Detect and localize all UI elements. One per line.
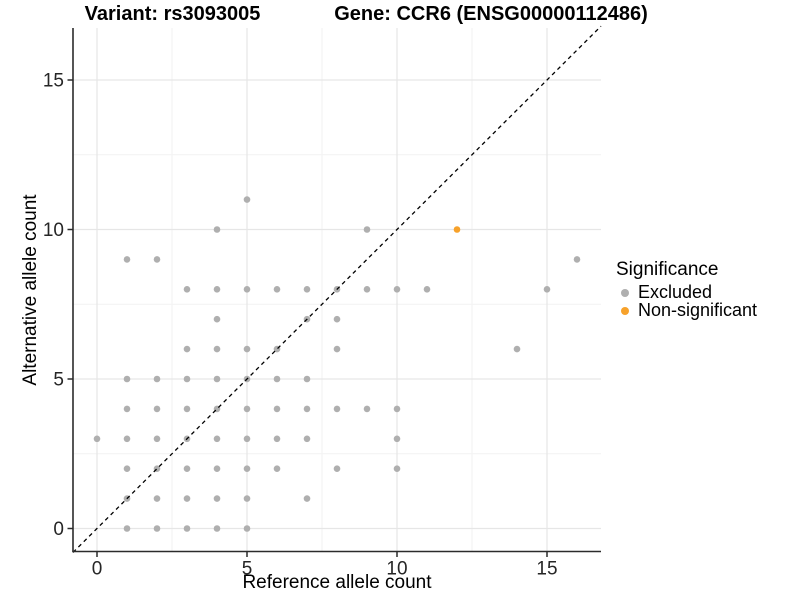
data-point (363, 405, 371, 413)
data-point (93, 435, 101, 443)
data-point (423, 286, 431, 293)
data-point (333, 345, 341, 353)
data-point (303, 405, 311, 413)
data-point (303, 495, 311, 502)
data-point (213, 226, 221, 233)
data-point (243, 435, 251, 443)
series-excluded (93, 196, 581, 532)
minor-gridlines (73, 28, 601, 552)
variant-title: Variant: rs3093005 (84, 3, 261, 25)
svg-text:5: 5 (242, 559, 253, 580)
y-tick-labels: 0 5 10 15 (43, 71, 64, 541)
data-point (333, 315, 341, 323)
legend-item-non-significant: Non-significant (616, 300, 758, 320)
data-point (123, 375, 131, 383)
data-point (333, 465, 341, 473)
axis-lines (72, 28, 601, 553)
data-point (243, 495, 251, 502)
data-point (573, 256, 581, 263)
data-point (213, 286, 221, 293)
data-point (183, 525, 191, 532)
legend: Significance Excluded Non-significant (616, 259, 757, 320)
data-point (453, 226, 461, 233)
data-point (513, 345, 521, 353)
x-axis-title: Reference allele count (242, 572, 432, 593)
svg-text:0: 0 (53, 519, 64, 540)
data-point (303, 435, 311, 443)
data-point (213, 315, 221, 323)
data-point (273, 375, 281, 383)
svg-text:10: 10 (43, 220, 64, 241)
excluded-swatch-icon (621, 288, 629, 297)
svg-text:0: 0 (92, 559, 103, 580)
data-point (273, 286, 281, 293)
non-significant-swatch-icon (621, 306, 629, 315)
data-point (183, 375, 191, 383)
data-point (183, 405, 191, 413)
legend-label-excluded: Excluded (638, 282, 713, 302)
data-point (243, 465, 251, 473)
data-point (273, 405, 281, 413)
data-point (243, 286, 251, 293)
data-point (153, 435, 161, 443)
data-point (303, 375, 311, 383)
data-point (243, 196, 251, 203)
y-axis-title: Alternative allele count (20, 194, 41, 386)
data-point (213, 465, 221, 473)
data-point (153, 495, 161, 502)
identity-line (72, 25, 602, 553)
data-point (243, 525, 251, 532)
data-point (123, 465, 131, 473)
data-point (363, 286, 371, 293)
data-point (183, 286, 191, 293)
data-point (363, 226, 371, 233)
svg-text:15: 15 (43, 71, 64, 92)
data-point (213, 495, 221, 502)
data-point (543, 286, 551, 293)
data-point (123, 405, 131, 413)
data-point (213, 525, 221, 532)
data-point (243, 345, 251, 353)
data-point (123, 525, 131, 532)
legend-item-excluded: Excluded (616, 282, 757, 302)
gene-title: Gene: CCR6 (ENSG00000112486) (334, 3, 648, 25)
data-point (183, 495, 191, 502)
series-non-significant (453, 226, 461, 233)
data-point (243, 405, 251, 413)
data-point (153, 405, 161, 413)
data-point (273, 465, 281, 473)
data-point (183, 345, 191, 353)
data-point (213, 345, 221, 353)
data-point (303, 286, 311, 293)
svg-text:5: 5 (53, 370, 64, 391)
legend-title: Significance (616, 259, 719, 280)
data-point (393, 286, 401, 293)
data-point (333, 405, 341, 413)
x-tick-labels: 0 5 10 15 (92, 559, 558, 580)
data-point (273, 435, 281, 443)
svg-text:10: 10 (386, 559, 407, 580)
data-point (213, 375, 221, 383)
tick-marks (67, 79, 548, 557)
data-point (393, 405, 401, 413)
data-point (153, 525, 161, 532)
data-point (183, 465, 191, 473)
data-point (123, 256, 131, 263)
data-point (153, 375, 161, 383)
data-point (393, 465, 401, 473)
data-point (123, 435, 131, 443)
data-point (393, 435, 401, 443)
svg-text:15: 15 (536, 559, 557, 580)
data-point (153, 256, 161, 263)
legend-label-non-significant: Non-significant (638, 300, 758, 320)
data-point (213, 435, 221, 443)
